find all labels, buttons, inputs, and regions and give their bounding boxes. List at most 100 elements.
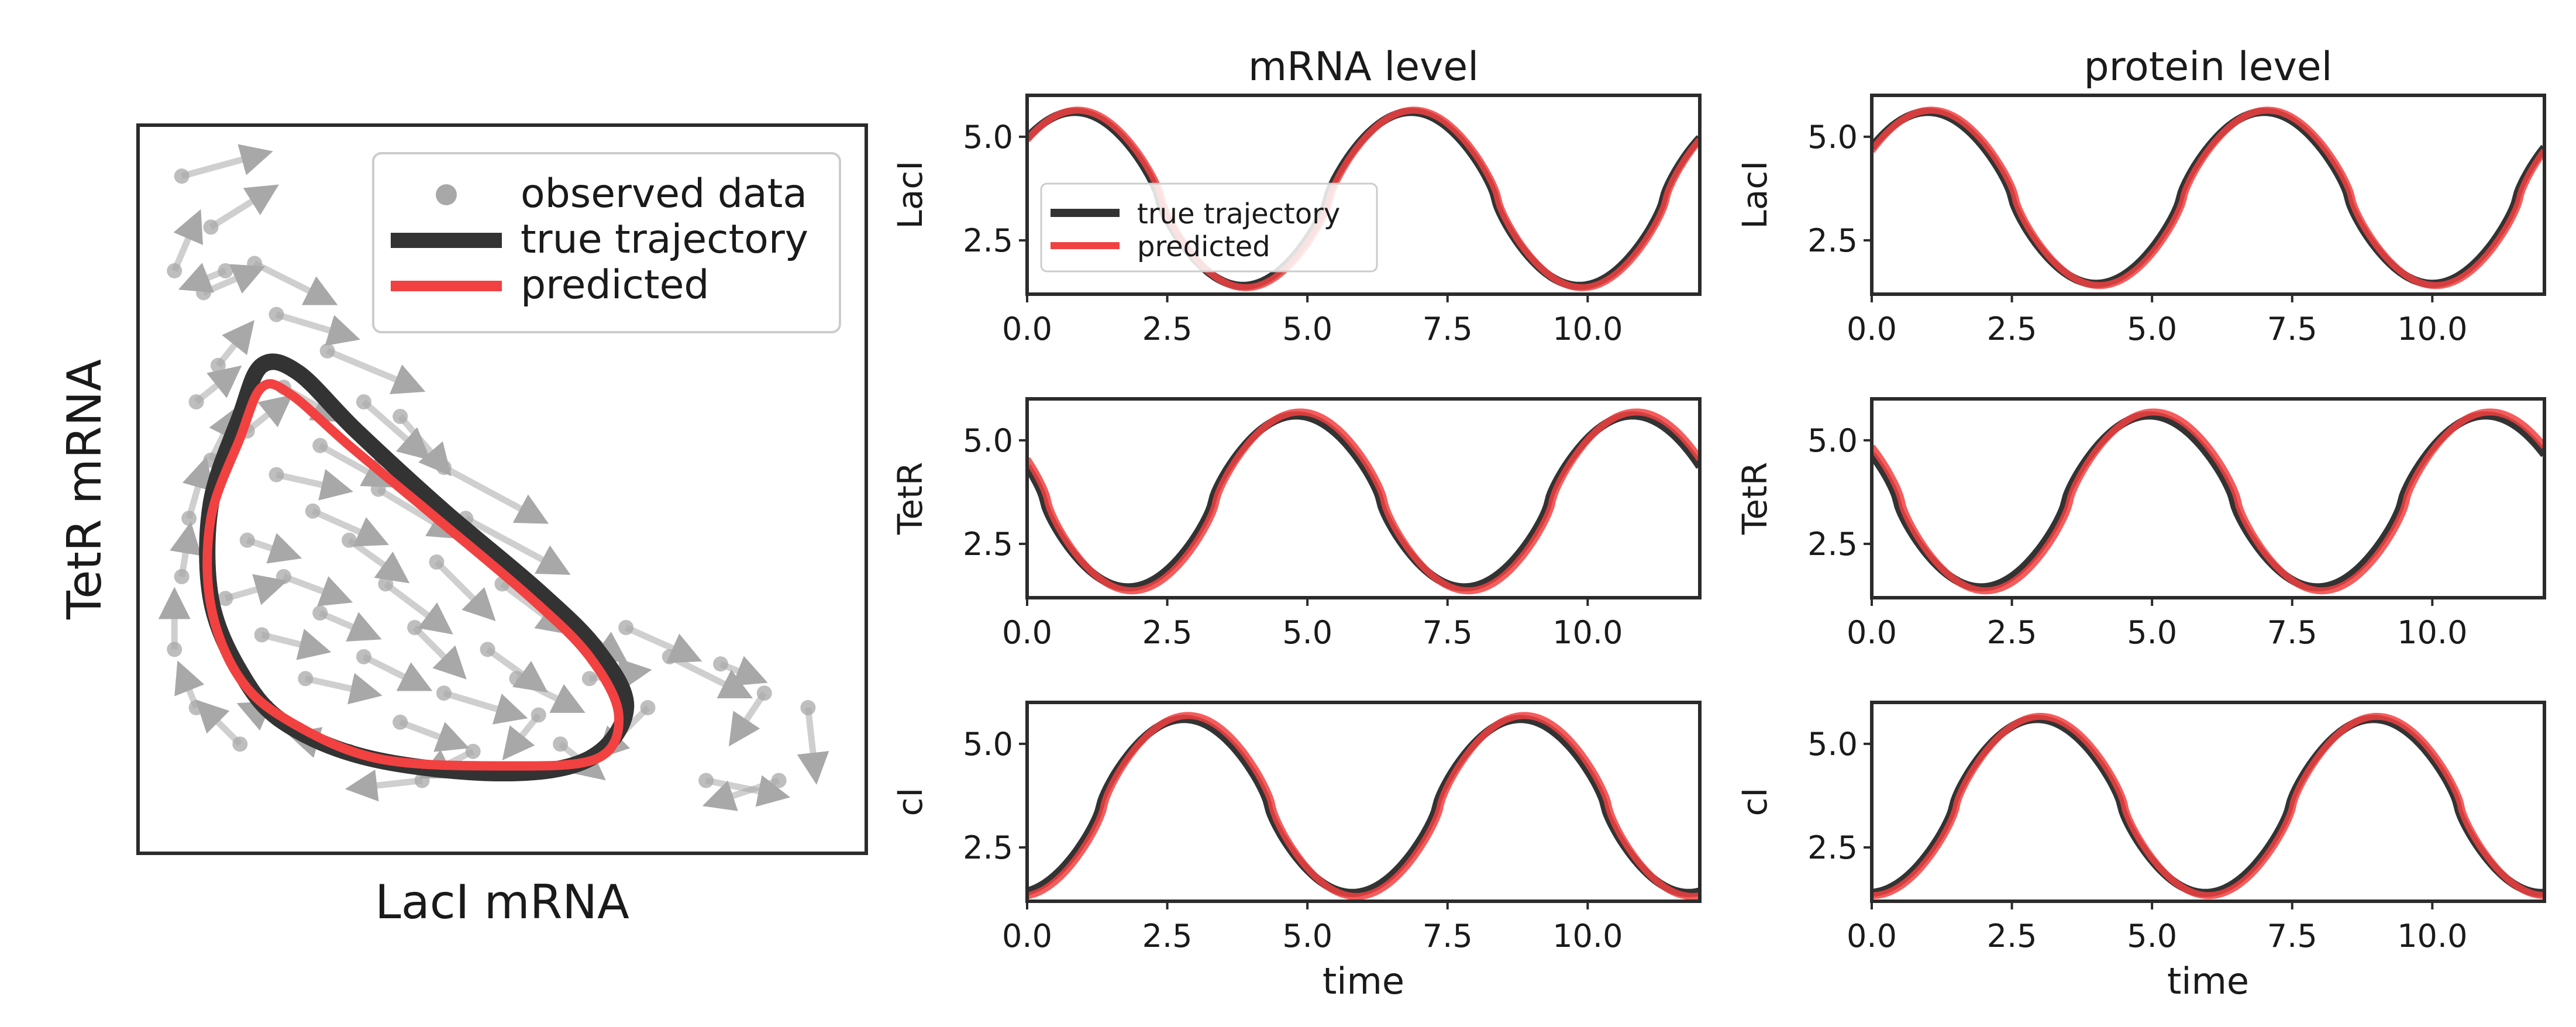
observed-point (268, 467, 284, 483)
panel-ylabel: TetR (1735, 462, 1775, 535)
panel-plot-area (1027, 408, 1700, 595)
observed-arrow (728, 691, 767, 747)
observed-point (312, 437, 328, 453)
observed-point (713, 656, 728, 672)
true-trajectory-line (1872, 108, 2544, 288)
observed-arrow (275, 311, 361, 346)
x-tick-label: 10.0 (2397, 614, 2467, 651)
observed-point (218, 591, 233, 606)
observed-point (305, 503, 321, 519)
panel-plot-area (1872, 106, 2544, 290)
observed-point (268, 306, 284, 322)
observed-point (167, 642, 182, 657)
panel-frame (1025, 397, 1702, 599)
observed-point (509, 671, 525, 687)
panel-ylabel: LacI (1735, 161, 1775, 229)
legend-true-label: true trajectory (521, 216, 808, 263)
panel-laci-mrna: 0.0 2.5 5.0 7.5 10.0 2.5 5.0 LacI mRNA level true… (890, 44, 1702, 347)
time-series-grid: 0.0 2.5 5.0 7.5 10.0 2.5 5.0 LacI mRNA level true… (890, 44, 2546, 1002)
observed-point (429, 554, 445, 570)
panel-tetr-mrna: 0.0 2.5 5.0 7.5 10.0 2.5 5.0 TetR (890, 397, 1702, 651)
observed-point (531, 707, 546, 723)
observed-point (800, 700, 816, 715)
observed-point (356, 649, 371, 664)
y-tick-label: 5.0 (1807, 422, 1858, 459)
observed-point (210, 357, 226, 373)
observed-arrow (464, 515, 571, 575)
observed-arrow (347, 537, 410, 584)
observed-point (174, 568, 190, 584)
observed-point (553, 736, 569, 752)
phase-ylabel: TetR mRNA (57, 359, 112, 620)
x-tick-label: 5.0 (1282, 311, 1332, 347)
observed-arrow (515, 676, 586, 713)
y-tick-label: 2.5 (963, 829, 1013, 866)
x-tick-label: 5.0 (1282, 918, 1332, 954)
true-trajectory-line (1027, 715, 1700, 897)
x-tick-label: 0.0 (1002, 614, 1052, 651)
panel-plot-area (1027, 106, 1700, 291)
y-tick-label: 5.0 (963, 726, 1013, 763)
x-tick-label: 2.5 (1142, 918, 1193, 954)
phase-plot-area (158, 144, 829, 811)
phase-plot-frame (136, 123, 868, 855)
observed-point (436, 685, 452, 701)
panel-title: mRNA level (1248, 44, 1479, 90)
observed-arrow (224, 574, 288, 605)
legend-observed-label: observed data (521, 171, 807, 217)
panel-ylabel: TetR (890, 462, 930, 535)
observed-point (218, 263, 233, 278)
observed-arrow (275, 469, 353, 501)
panel-ylabel: cI (1735, 788, 1775, 816)
x-tick-label: 0.0 (1002, 311, 1052, 347)
observed-arrow (434, 560, 496, 622)
observed-arrow (319, 610, 382, 642)
x-tick-label: 2.5 (1987, 918, 2037, 954)
observed-point (698, 773, 714, 788)
observed-point (232, 736, 248, 752)
observed-arrow (668, 653, 753, 698)
observed-point (392, 714, 408, 730)
panel-frame (1025, 701, 1702, 903)
observed-point (181, 511, 197, 526)
observed-arrow (283, 573, 353, 606)
true-trajectory-line (1027, 411, 1700, 592)
x-tick-label: 5.0 (1282, 614, 1332, 651)
y-tick-label: 2.5 (1807, 829, 1858, 866)
x-tick-label: 7.5 (2267, 311, 2317, 347)
observed-point (407, 620, 423, 636)
observed-arrow (502, 713, 542, 761)
panel-plot-area (1872, 712, 2544, 900)
x-tick-label: 0.0 (1847, 311, 1897, 347)
observed-arrow (215, 320, 255, 368)
x-tick-label: 7.5 (1423, 311, 1473, 347)
phase-xlabel: LacI mRNA (375, 875, 629, 929)
observed-arrow (261, 629, 332, 660)
y-tick-label: 5.0 (1807, 726, 1858, 763)
observed-arrow (171, 209, 204, 273)
panel-frame (1025, 94, 1702, 296)
observed-arrow (318, 442, 396, 488)
observed-arrow (195, 699, 243, 747)
x-tick-label: 0.0 (1847, 918, 1897, 954)
observed-arrow (383, 581, 453, 635)
x-tick-label: 10.0 (2397, 918, 2467, 954)
observed-point (276, 568, 291, 584)
observed-point (239, 532, 255, 548)
legend-predicted-label: predicted (521, 262, 710, 308)
observed-arrow (326, 347, 426, 395)
observed-arrow (399, 719, 470, 752)
predicted-line (1872, 408, 2544, 595)
x-tick-label: 2.5 (1142, 614, 1193, 651)
panel-tetr-protein: 0.0 2.5 5.0 7.5 10.0 2.5 5.0 TetR (1735, 397, 2546, 651)
panel-xlabel: time (2167, 960, 2249, 1002)
panel-frame (1870, 94, 2546, 296)
x-tick-label: 5.0 (2127, 311, 2177, 347)
legend-predicted-label: predicted (1137, 230, 1270, 263)
observed-point (414, 773, 430, 788)
panel-ylabel: cI (890, 788, 930, 816)
observed-arrow (412, 625, 467, 680)
